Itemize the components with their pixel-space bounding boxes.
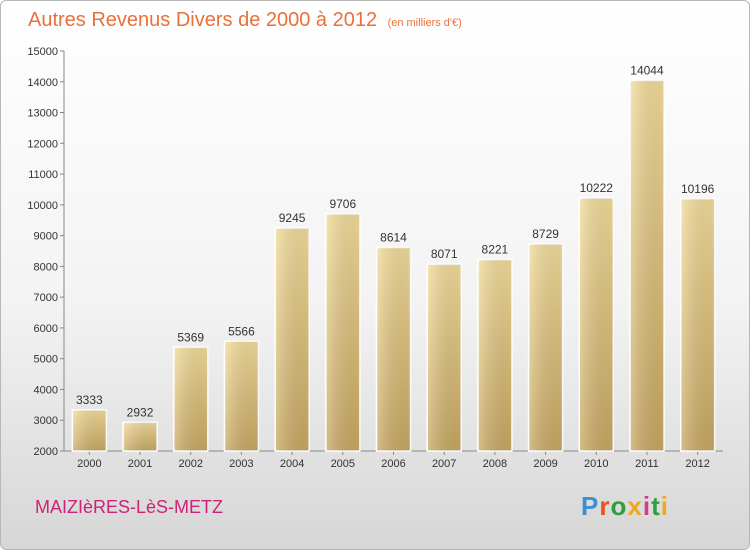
y-tick-label: 6000: [34, 323, 58, 335]
bar-shade: [325, 213, 360, 451]
bar-shade: [275, 228, 310, 451]
data-label: 2932: [127, 405, 154, 419]
y-tick-label: 2000: [34, 446, 58, 458]
x-tick-label: 2012: [685, 458, 709, 470]
y-tick-label: 14000: [27, 77, 58, 89]
chart-title: Autres Revenus Divers de 2000 à 2012: [28, 9, 378, 31]
x-tick-label: 2001: [128, 458, 152, 470]
title-block: Autres Revenus Divers de 2000 à 2012 (en…: [28, 9, 462, 32]
y-tick-label: 15000: [27, 46, 58, 58]
x-tick-label: 2004: [280, 458, 304, 470]
data-label: 5566: [228, 324, 255, 338]
brand-logo: Proxiti: [581, 491, 669, 522]
y-tick-label: 12000: [27, 138, 58, 150]
y-tick-label: 4000: [34, 384, 58, 396]
data-label: 9245: [279, 211, 306, 225]
bar-shade: [123, 422, 158, 451]
bar-shade: [528, 243, 563, 451]
bar-shade: [427, 264, 462, 451]
bar-shade: [72, 409, 107, 451]
y-tick-label: 13000: [27, 108, 58, 120]
y-tick-label: 9000: [34, 231, 58, 243]
brand-letter: r: [599, 491, 611, 521]
bar-shade: [579, 198, 614, 451]
data-label: 8729: [532, 227, 559, 241]
x-tick-label: 2007: [432, 458, 456, 470]
data-label: 8221: [482, 243, 509, 257]
x-tick-label: 2000: [77, 458, 101, 470]
data-label: 9706: [329, 197, 356, 211]
bar-shade: [376, 247, 411, 451]
x-tick-label: 2003: [229, 458, 253, 470]
city-name: MAIZIèRES-LèS-METZ: [35, 497, 224, 517]
x-tick-label: 2008: [483, 458, 507, 470]
brand-letter: o: [610, 491, 628, 521]
y-tick-label: 7000: [34, 292, 58, 304]
y-tick-label: 5000: [34, 354, 58, 366]
brand-letter: t: [651, 491, 661, 521]
chart-subtitle: (en milliers d'€): [387, 17, 462, 29]
x-tick-label: 2006: [381, 458, 405, 470]
x-tick-label: 2005: [331, 458, 355, 470]
bar-shade: [173, 347, 208, 451]
data-label: 5369: [177, 330, 204, 344]
brand-letter: i: [642, 491, 652, 521]
bar-shade: [629, 80, 664, 452]
brand-letter: i: [660, 491, 669, 521]
y-tick-label: 8000: [34, 261, 58, 273]
x-tick-label: 2002: [178, 458, 202, 470]
data-label: 8071: [431, 247, 458, 261]
y-tick-label: 11000: [28, 169, 58, 181]
bar-shade: [680, 198, 715, 451]
data-label: 10222: [580, 181, 614, 195]
data-label: 3333: [76, 393, 103, 407]
data-label: 8614: [380, 230, 407, 244]
y-tick-label: 10000: [27, 200, 58, 212]
x-tick-label: 2009: [533, 458, 557, 470]
data-label: 10196: [681, 182, 715, 196]
y-tick-label: 3000: [34, 415, 58, 427]
brand-letter: P: [581, 491, 600, 521]
x-tick-label: 2010: [584, 458, 608, 470]
data-label: 14044: [630, 63, 664, 77]
x-tick-label: 2011: [635, 458, 659, 470]
brand-letter: x: [627, 491, 643, 521]
bar-shade: [477, 259, 512, 451]
bar-shade: [224, 341, 259, 451]
